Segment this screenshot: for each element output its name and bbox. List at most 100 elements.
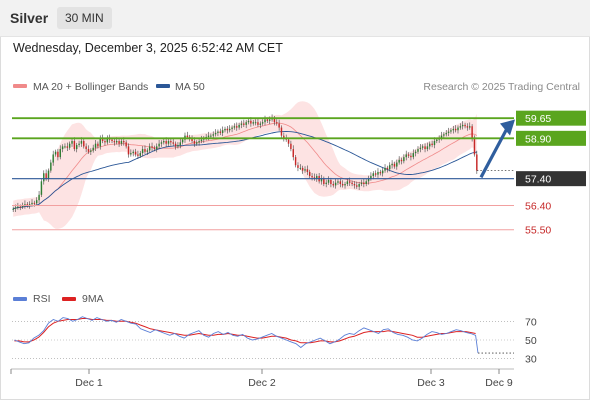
rsi-legend-swatch [13,297,27,301]
candle-body [217,131,219,133]
candle-body [181,139,184,143]
candle-body [118,141,120,144]
candle-body [299,167,302,169]
candle-body [50,162,52,171]
candle-body [144,149,146,152]
rsi-tick-50: 50 [525,335,537,347]
candle-body [158,143,160,147]
price-panel: 59.65 58.90 57.40 56.40 55.50 [12,101,586,237]
candle-body [21,205,24,207]
candle-body [400,159,403,162]
level-label-55.50: 55.50 [525,225,551,237]
candle-body [443,134,445,136]
candle-body [94,143,97,148]
candle-body [156,146,158,150]
candle-body [374,173,377,175]
forecast-arrow-shaft [479,127,509,179]
rsi-tick-30: 30 [525,354,537,366]
candle-body [85,146,87,150]
candle-body [40,181,43,195]
candle-body [264,119,266,123]
candle-body [316,175,318,179]
candle-body [153,147,156,150]
ma50-legend-swatch [156,84,170,88]
candle-body [426,146,429,150]
candle-body [398,159,400,163]
candle-body [200,139,203,142]
chart-datetime: Wednesday, December 3, 2025 6:52:42 AM C… [13,41,283,55]
candle-body [219,131,222,133]
ma50-line [13,131,477,210]
candle-body [405,154,407,158]
candle-body [52,154,54,163]
level-tag-58.90 [516,130,586,146]
candle-body [440,135,443,139]
candle-body [292,149,294,158]
candle-body [330,180,332,185]
candle-body [224,128,226,131]
candle-body [116,141,118,143]
candle-body [24,204,26,206]
candle-body [250,120,252,124]
candle-body [148,146,151,151]
candle-body [469,126,471,128]
timeframe-badge[interactable]: 30 MIN [57,7,112,29]
candle-body [113,141,116,143]
candle-body [28,204,31,206]
candle-body [457,127,459,131]
candle-body [346,181,349,185]
level-label-56.40: 56.40 [525,201,551,213]
time-axis: Dec 1 Dec 2 Dec 3 Dec 9 [10,368,514,389]
candle-body [452,128,455,131]
candle-body [193,141,196,144]
candle-body [356,185,358,187]
candle-body [308,171,311,176]
candle-body [137,154,139,156]
candle-body [283,135,285,139]
candle-body [59,149,61,158]
candle-body [233,126,236,128]
forecast-arrow-head [500,119,515,136]
candle-body [71,141,73,144]
candle-body [297,165,299,168]
candle-body [287,139,290,144]
candle-body [78,143,80,146]
candle-body [240,123,243,125]
candle-body [410,155,412,158]
candle-body [450,130,452,132]
candle-body [45,173,47,179]
candle-body [139,153,141,156]
candle-body [146,150,149,152]
candle-body [466,126,469,128]
candle-body [57,151,59,158]
candle-body [325,182,327,185]
candle-body [414,151,417,154]
candle-body [104,141,106,143]
candle-body [445,132,447,135]
candle-body [245,122,247,125]
candle-body [471,126,473,139]
time-label-Dec 3: Dec 3 [417,377,445,389]
candle-body [172,142,174,144]
candle-body [252,122,254,124]
candle-body [323,178,325,185]
candle-body [174,143,177,147]
candle-body [313,177,316,179]
candle-body [273,118,276,123]
candle-body [464,124,466,127]
candle-body [106,138,109,143]
time-label-Dec 9: Dec 9 [485,377,513,389]
candle-body [165,141,167,144]
candle-body [379,171,382,174]
rsi-line [14,316,479,354]
candle-body [261,122,264,124]
candle-body [231,127,233,129]
candle-body [377,171,379,175]
candle-body [365,181,367,185]
candle-body [304,169,306,171]
candle-body [68,143,71,148]
level-label-57.40: 57.40 [525,174,551,186]
candle-body [306,169,309,172]
candle-body [87,149,90,152]
